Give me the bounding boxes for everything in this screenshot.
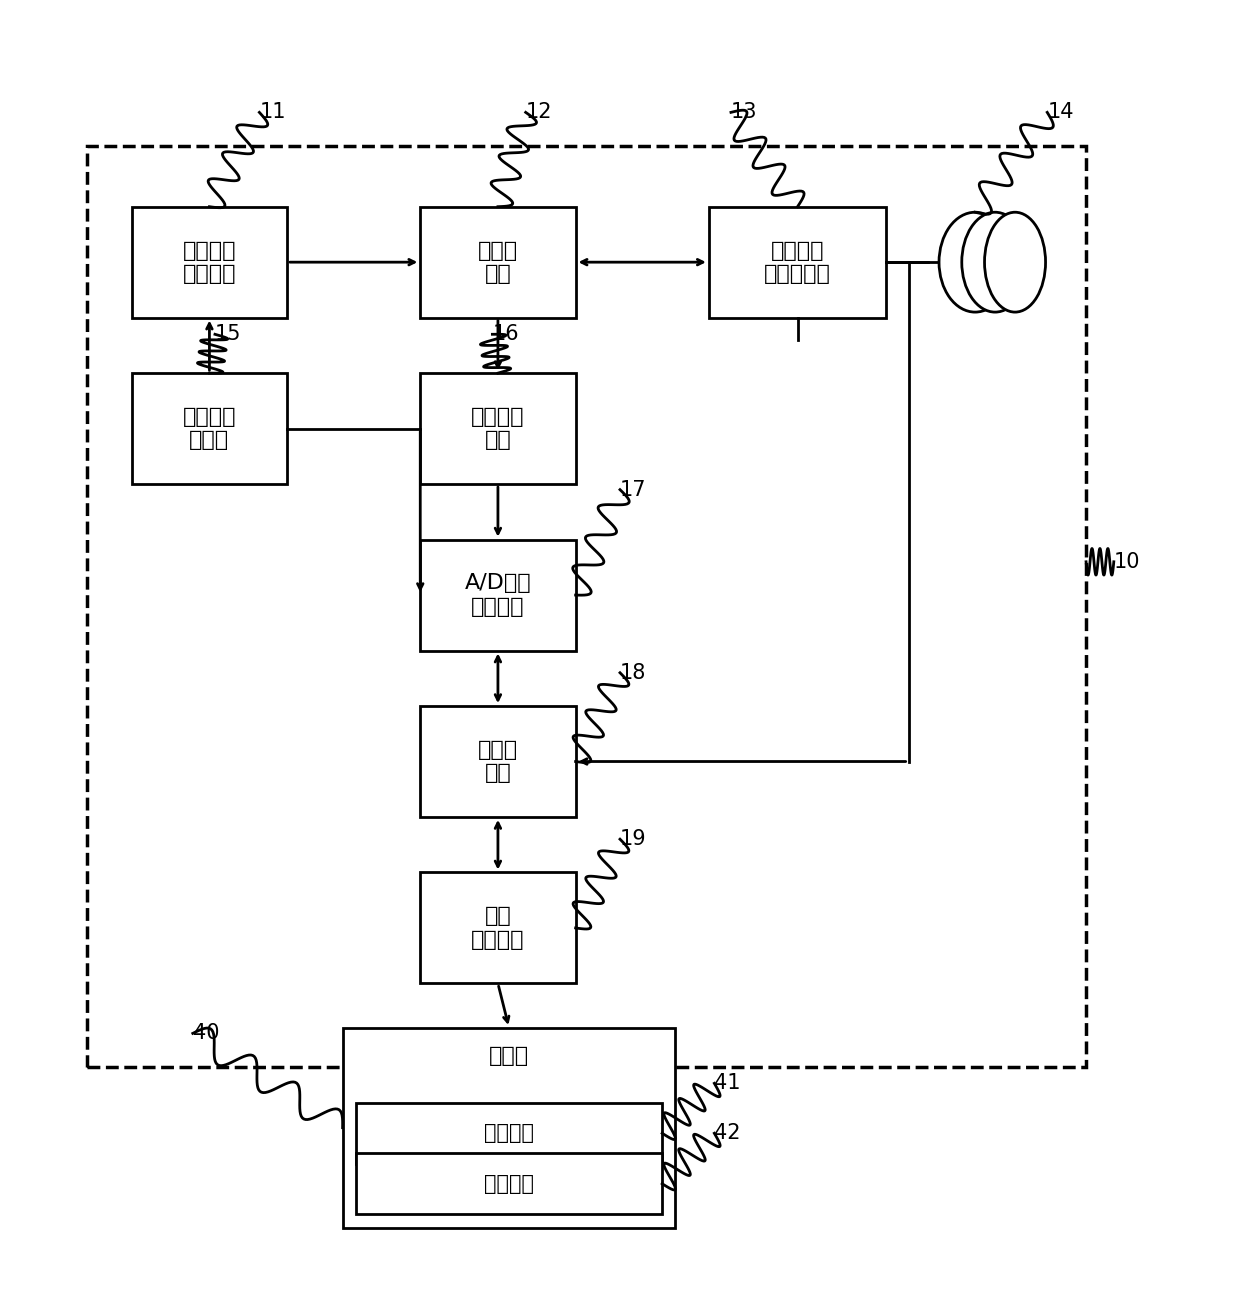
Text: 19: 19 bbox=[620, 829, 646, 849]
Text: 云计算器: 云计算器 bbox=[484, 1174, 534, 1193]
Text: 11: 11 bbox=[259, 102, 286, 123]
Text: 14: 14 bbox=[1048, 102, 1074, 123]
Text: 18: 18 bbox=[620, 663, 646, 682]
Ellipse shape bbox=[962, 213, 1028, 312]
FancyBboxPatch shape bbox=[420, 539, 575, 650]
Text: 16: 16 bbox=[492, 324, 520, 344]
FancyBboxPatch shape bbox=[131, 373, 288, 484]
Text: 42: 42 bbox=[714, 1124, 740, 1143]
FancyBboxPatch shape bbox=[356, 1103, 662, 1164]
Text: 脉冲调制
激光光源: 脉冲调制 激光光源 bbox=[182, 240, 236, 284]
Text: 实时温度
自校准模块: 实时温度 自校准模块 bbox=[764, 240, 831, 284]
Text: 15: 15 bbox=[215, 324, 242, 344]
FancyBboxPatch shape bbox=[420, 373, 575, 484]
Text: 云平台: 云平台 bbox=[489, 1046, 529, 1066]
Text: 嵌入式
主机: 嵌入式 主机 bbox=[477, 740, 518, 783]
Text: 10: 10 bbox=[1114, 552, 1141, 571]
Text: 脉冲编码
控制器: 脉冲编码 控制器 bbox=[182, 408, 236, 450]
Ellipse shape bbox=[939, 213, 1011, 312]
FancyBboxPatch shape bbox=[356, 1153, 662, 1214]
Text: 光电探测
模块: 光电探测 模块 bbox=[471, 408, 525, 450]
Text: 12: 12 bbox=[526, 102, 552, 123]
FancyBboxPatch shape bbox=[420, 872, 575, 983]
Text: 13: 13 bbox=[730, 102, 758, 123]
FancyBboxPatch shape bbox=[420, 706, 575, 817]
FancyBboxPatch shape bbox=[709, 206, 887, 317]
Text: 41: 41 bbox=[714, 1073, 740, 1094]
Text: 17: 17 bbox=[620, 480, 646, 499]
Text: 40: 40 bbox=[192, 1023, 219, 1044]
FancyBboxPatch shape bbox=[342, 1028, 676, 1228]
Text: A/D数据
采集模块: A/D数据 采集模块 bbox=[465, 574, 531, 617]
Text: 云存储器: 云存储器 bbox=[484, 1124, 534, 1143]
Text: 网络
通信系统: 网络 通信系统 bbox=[471, 907, 525, 949]
FancyBboxPatch shape bbox=[131, 206, 288, 317]
Text: 光通道
模块: 光通道 模块 bbox=[477, 240, 518, 284]
Ellipse shape bbox=[985, 213, 1045, 312]
FancyBboxPatch shape bbox=[420, 206, 575, 317]
